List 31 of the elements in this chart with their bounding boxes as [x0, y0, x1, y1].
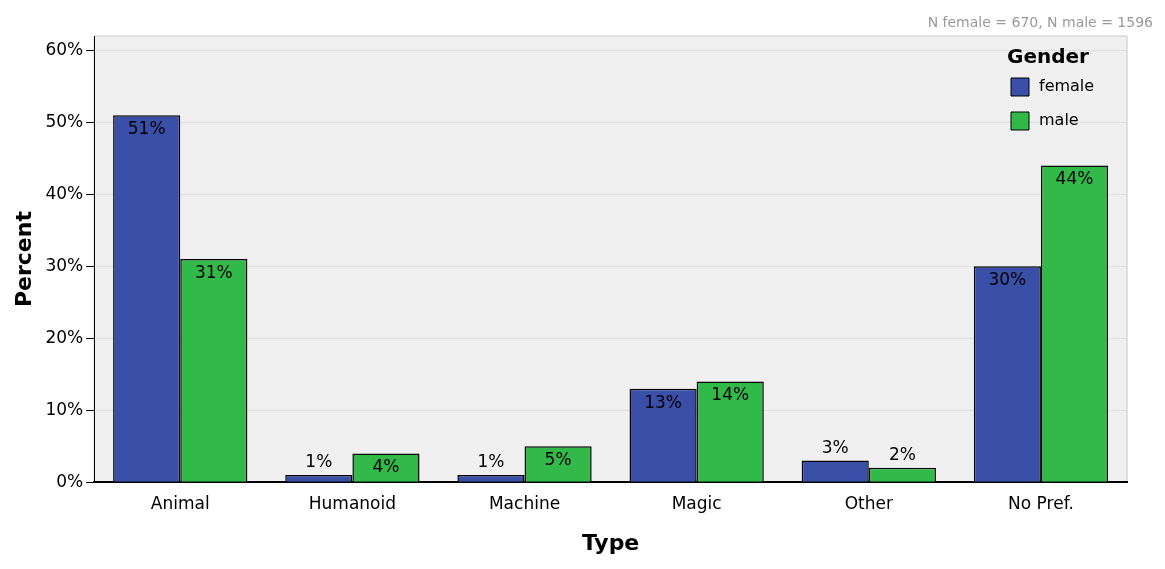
- x-tick-label: Humanoid: [308, 492, 397, 513]
- legend-title: Gender: [1007, 44, 1090, 69]
- y-tick-label: 10%: [45, 398, 84, 419]
- data-label: 3%: [821, 436, 849, 457]
- y-tick-label: 30%: [45, 254, 84, 275]
- data-label: 1%: [477, 450, 505, 471]
- x-tick-label: Machine: [488, 492, 561, 513]
- x-tick-label: Magic: [671, 492, 722, 513]
- data-label: 30%: [988, 269, 1027, 290]
- y-tick-label: 60%: [45, 38, 84, 59]
- data-label: 31%: [194, 262, 233, 283]
- data-label: 13%: [644, 391, 682, 412]
- y-axis-title: Percent: [10, 210, 36, 308]
- data-label: 1%: [305, 450, 333, 471]
- data-label: 2%: [888, 443, 916, 464]
- y-tick-label: 50%: [45, 110, 84, 131]
- data-label: 5%: [544, 449, 572, 470]
- y-tick-label: 0%: [56, 470, 84, 491]
- y-tick-label: 40%: [45, 182, 84, 203]
- x-tick-label: Other: [844, 492, 893, 513]
- data-label: 14%: [711, 384, 750, 405]
- legend-label: female: [1039, 76, 1095, 96]
- data-label: 4%: [372, 456, 400, 477]
- y-tick-label: 20%: [45, 326, 84, 347]
- data-label: 44%: [1055, 168, 1094, 189]
- data-label: 51%: [127, 118, 166, 139]
- x-axis-title: Type: [581, 529, 640, 555]
- x-tick-label: Animal: [150, 492, 210, 513]
- text: N female = 670, N male = 1596: [927, 13, 1154, 30]
- legend-label: male: [1039, 110, 1079, 130]
- x-tick-label: No Pref.: [1008, 492, 1074, 513]
